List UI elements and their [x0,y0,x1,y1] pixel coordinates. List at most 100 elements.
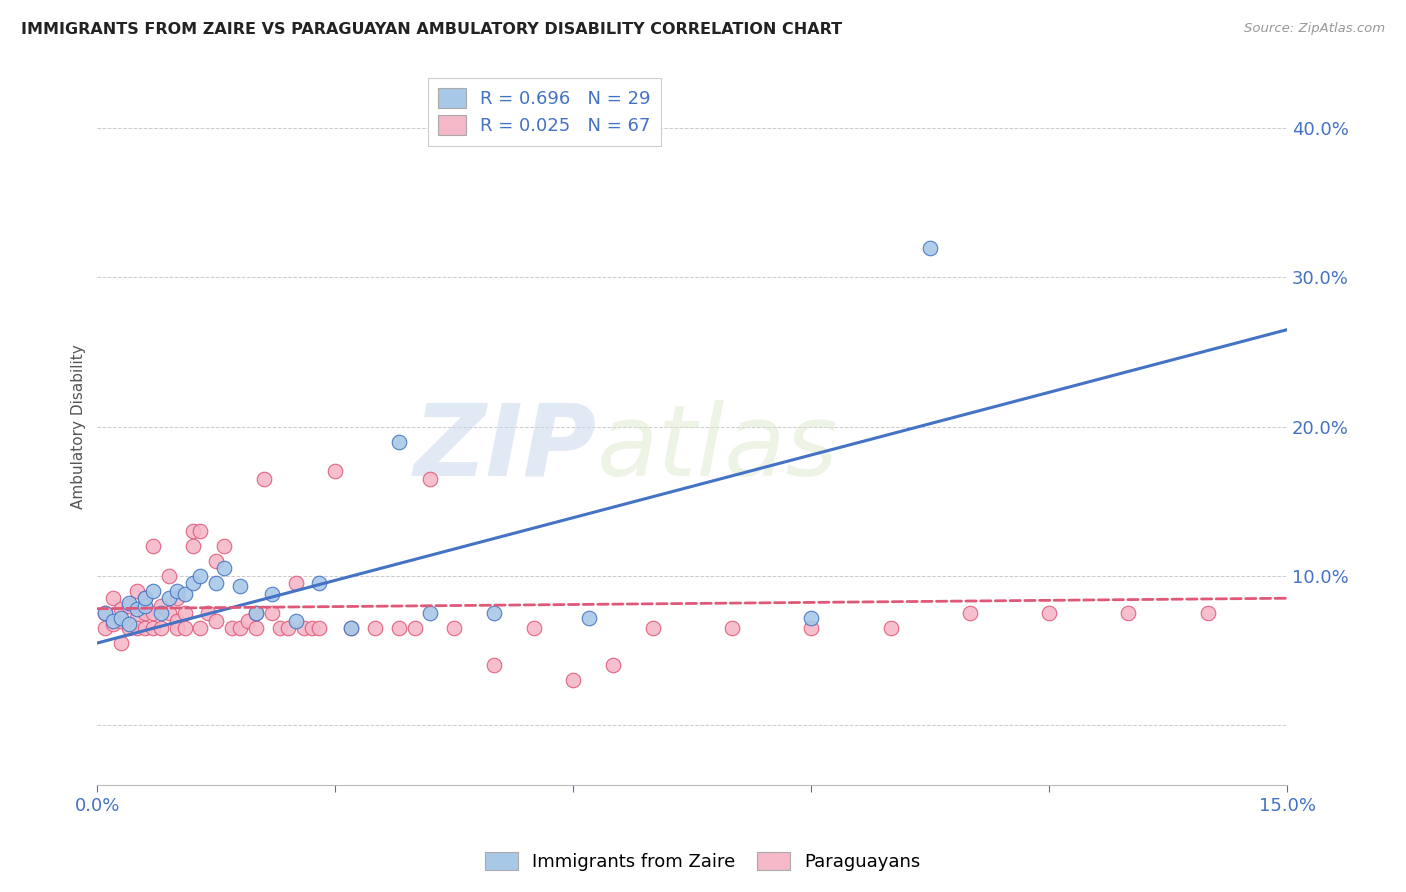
Point [562,673,585,688]
Point [118,616,141,631]
Point [134,606,156,620]
Point [323,464,346,478]
Point [959,606,981,620]
Text: atlas: atlas [598,400,838,497]
Text: Source: ZipAtlas.com: Source: ZipAtlas.com [1244,22,1385,36]
Point [800,621,823,635]
Point [181,539,204,553]
Point [419,472,441,486]
Point [190,621,212,635]
Point [388,434,411,449]
Point [340,621,363,635]
Point [920,241,942,255]
Point [118,621,141,635]
Point [142,606,165,620]
Point [229,621,252,635]
Point [1118,606,1140,620]
Point [245,606,267,620]
Point [641,621,664,635]
Point [482,606,505,620]
Point [388,621,411,635]
Point [221,621,243,635]
Point [245,621,267,635]
Point [110,636,132,650]
Point [800,610,823,624]
Point [253,472,276,486]
Point [212,561,235,575]
Point [103,616,125,631]
Point [482,658,505,673]
Point [197,606,219,620]
Point [245,606,267,620]
Point [125,583,148,598]
Point [157,606,180,620]
Y-axis label: Ambulatory Disability: Ambulatory Disability [72,344,86,509]
Point [181,524,204,538]
Text: IMMIGRANTS FROM ZAIRE VS PARAGUAYAN AMBULATORY DISABILITY CORRELATION CHART: IMMIGRANTS FROM ZAIRE VS PARAGUAYAN AMBU… [21,22,842,37]
Point [205,614,228,628]
Point [205,554,228,568]
Point [301,621,323,635]
Point [578,610,600,624]
Point [181,576,204,591]
Point [110,610,132,624]
Point [149,621,172,635]
Point [173,606,195,620]
Point [284,614,307,628]
Text: ZIP: ZIP [413,400,598,497]
Point [523,621,546,635]
Point [205,576,228,591]
Point [212,539,235,553]
Point [142,583,165,598]
Point [173,587,195,601]
Point [308,621,330,635]
Point [166,591,188,606]
Point [142,621,165,635]
Point [134,621,156,635]
Point [125,610,148,624]
Point [277,621,299,635]
Point [94,621,117,635]
Point [364,621,387,635]
Point [103,591,125,606]
Point [602,658,624,673]
Point [118,599,141,613]
Point [443,621,465,635]
Point [1038,606,1060,620]
Point [94,606,117,620]
Point [260,587,283,601]
Point [134,599,156,613]
Point [229,579,252,593]
Point [190,524,212,538]
Point [149,606,172,620]
Point [110,614,132,628]
Point [166,583,188,598]
Legend: Immigrants from Zaire, Paraguayans: Immigrants from Zaire, Paraguayans [478,845,928,879]
Legend: R = 0.696   N = 29, R = 0.025   N = 67: R = 0.696 N = 29, R = 0.025 N = 67 [427,78,661,146]
Point [269,621,291,635]
Point [134,591,156,606]
Point [1197,606,1219,620]
Point [118,596,141,610]
Point [125,621,148,635]
Point [879,621,901,635]
Point [404,621,426,635]
Point [134,591,156,606]
Point [142,539,165,553]
Point [190,569,212,583]
Point [173,621,195,635]
Point [103,614,125,628]
Point [308,576,330,591]
Point [157,591,180,606]
Point [419,606,441,620]
Point [260,606,283,620]
Point [721,621,744,635]
Point [110,601,132,615]
Point [340,621,363,635]
Point [94,606,117,620]
Point [166,621,188,635]
Point [157,569,180,583]
Point [292,621,315,635]
Point [284,576,307,591]
Point [125,601,148,615]
